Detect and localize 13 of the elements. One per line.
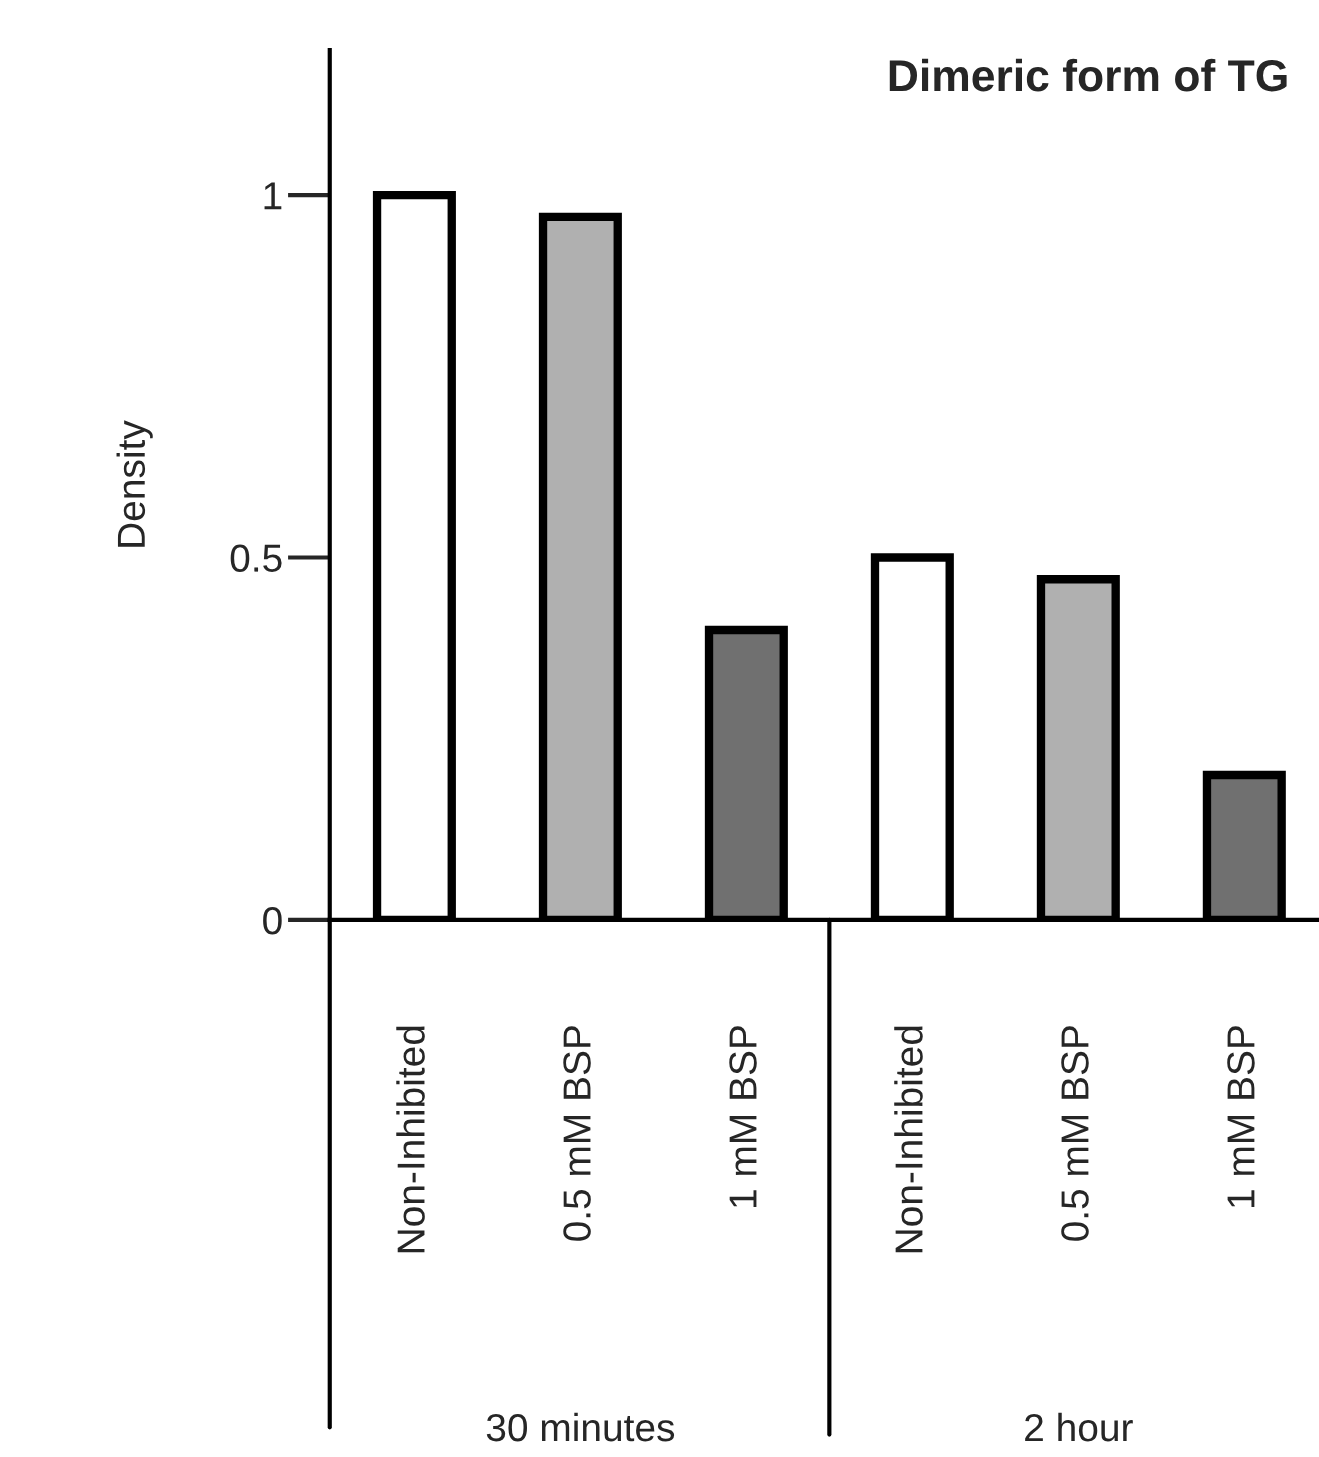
x-tick-label: 0.5 mM BSP <box>563 1026 591 1241</box>
x-tick-label: 0.5 mM BSP <box>1061 1026 1089 1241</box>
text: 2 hour <box>1025 1412 1133 1442</box>
x-tick-label: Non-Inhibited <box>894 1026 923 1253</box>
y-tick-label: 1 <box>264 182 282 210</box>
y-tick-label: 0.5 <box>230 544 282 572</box>
y-tick-label: 0 <box>263 906 282 935</box>
chart-title: Dimeric form of TG <box>889 58 1287 92</box>
x-tick-label: 1 mM BSP <box>729 1026 757 1207</box>
x-tick-label: 1 mM BSP <box>1227 1026 1255 1207</box>
text: 30 minutes <box>486 1412 675 1442</box>
y-axis-title: Density <box>116 420 153 547</box>
x-tick-label: Non-Inhibited <box>396 1026 425 1253</box>
